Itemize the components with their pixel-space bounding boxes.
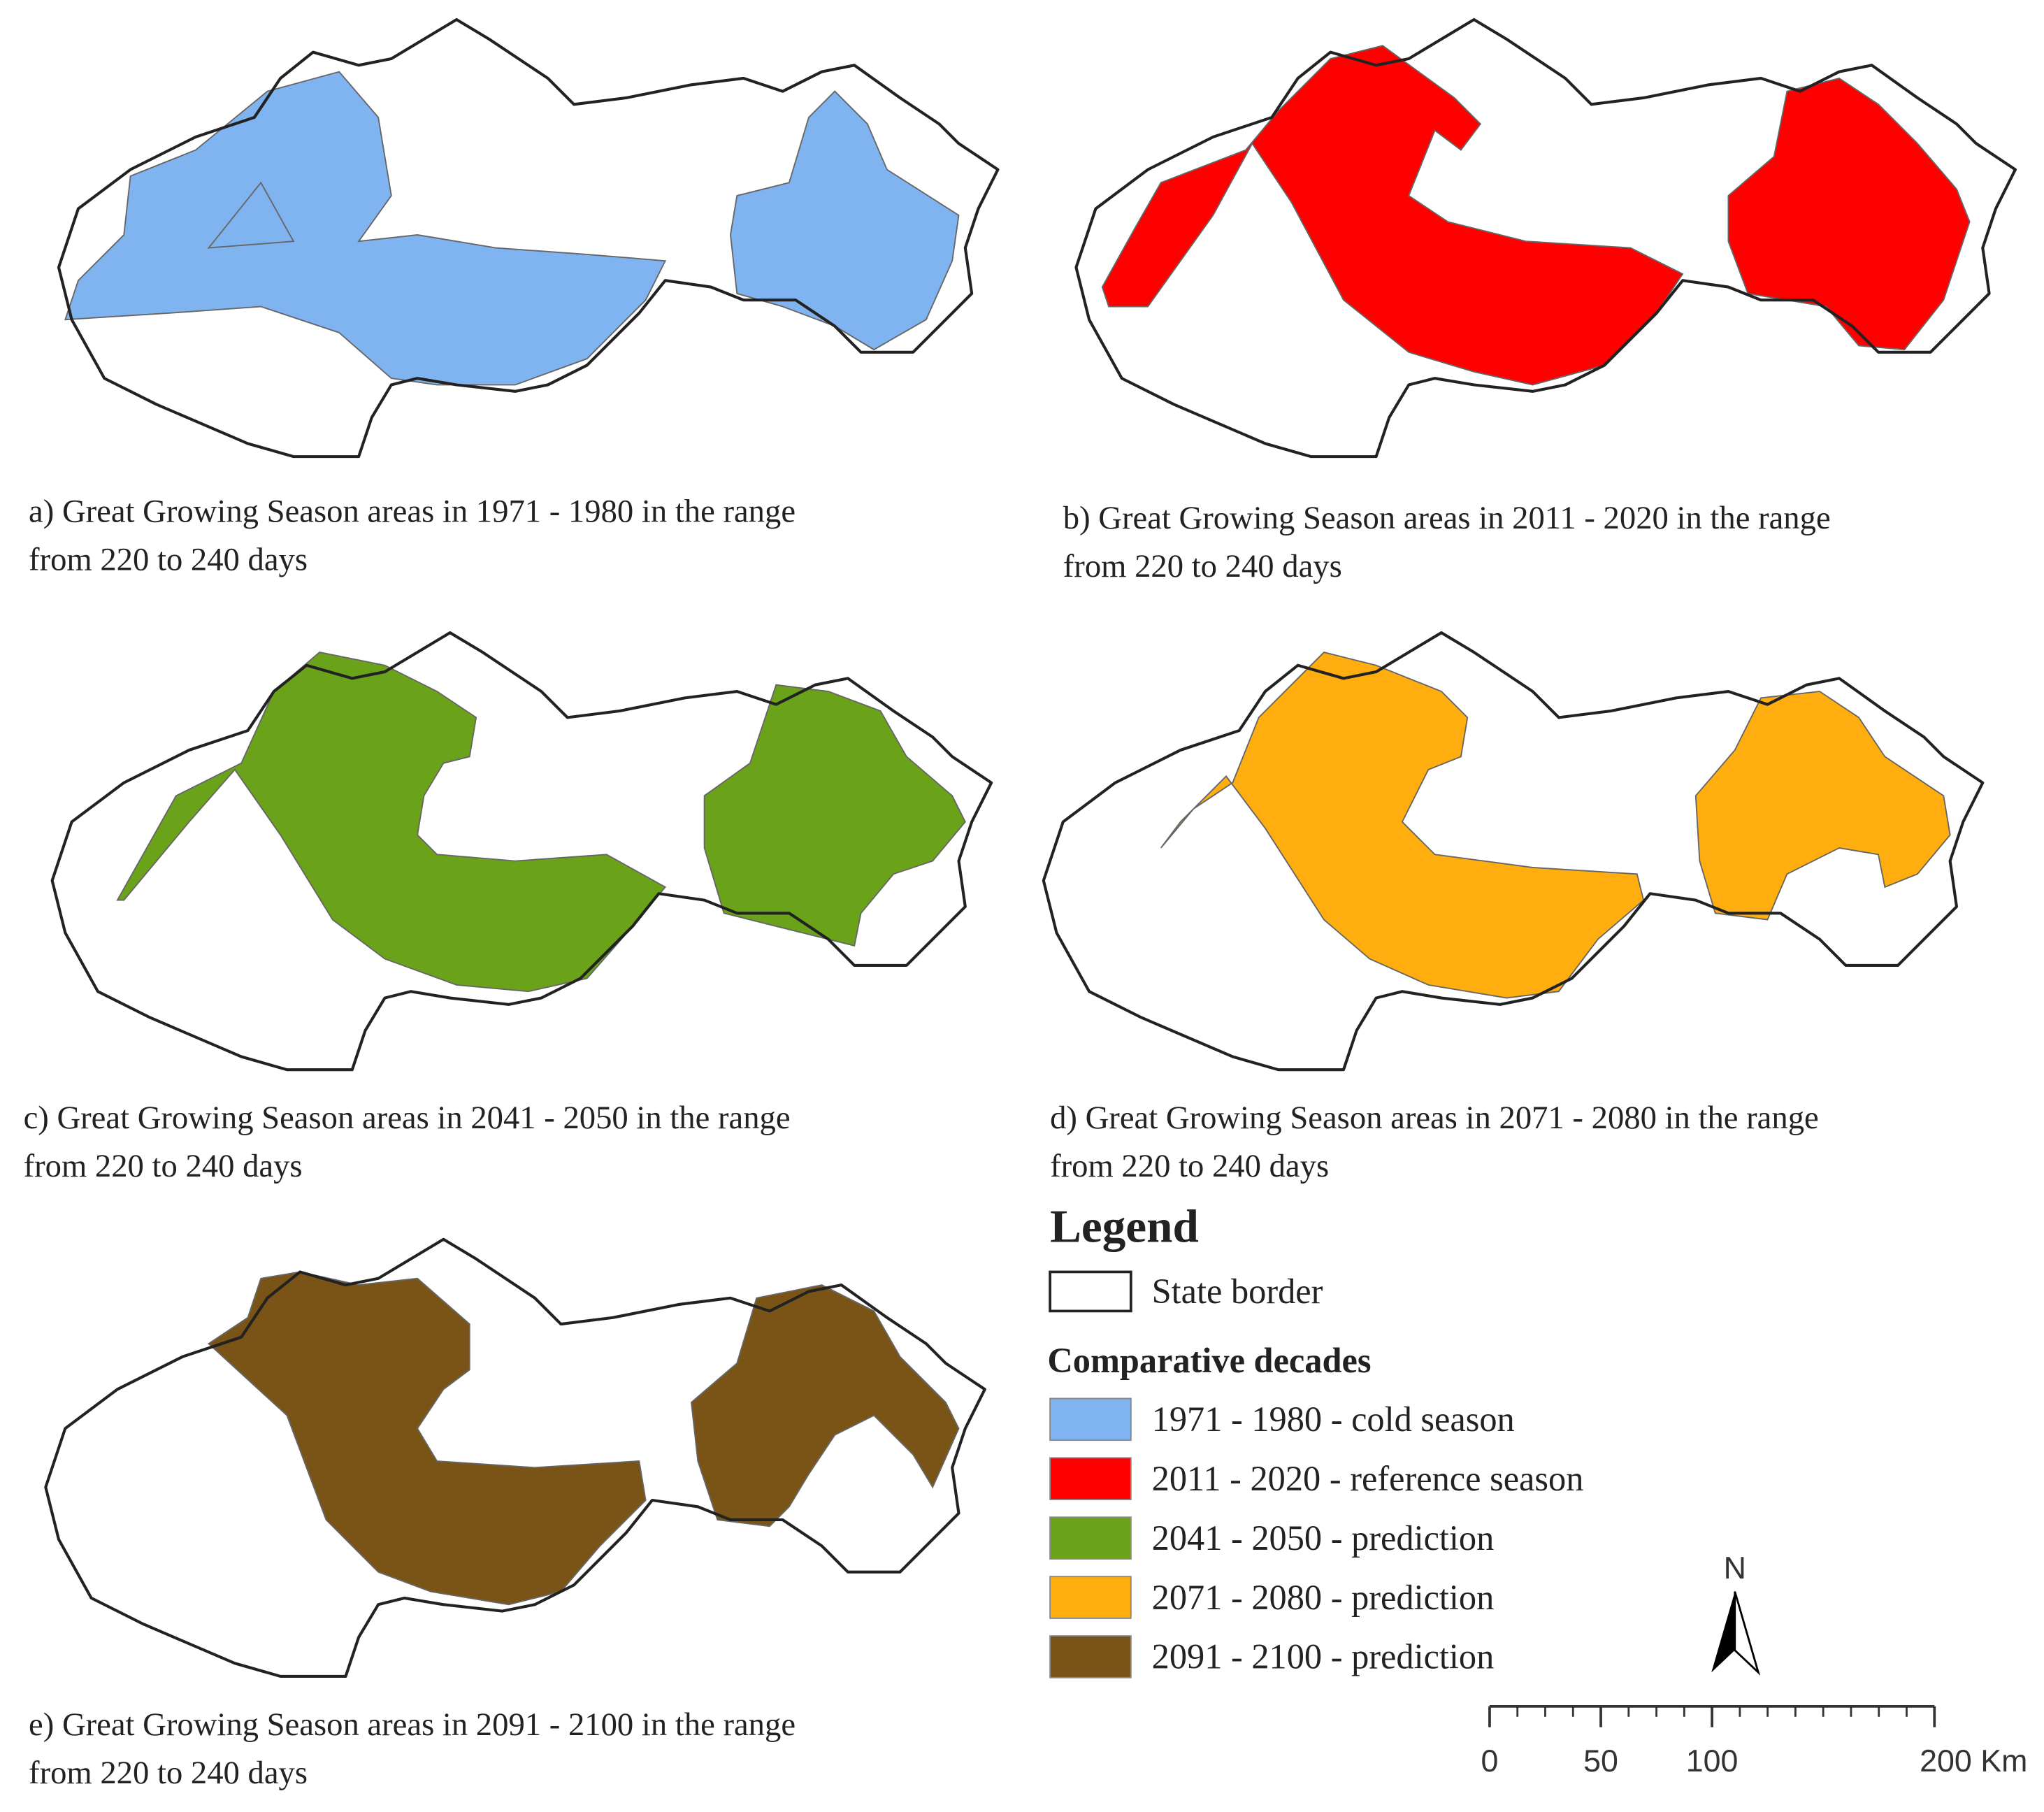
panel-caption: a) Great Growing Season areas in 1971 - …: [29, 493, 796, 529]
border-swatch: [1049, 1270, 1132, 1313]
state-border: [57, 17, 1000, 459]
panel-caption: from 220 to 240 days: [29, 1755, 308, 1791]
season-area: [1160, 652, 1645, 999]
legend-swatch: [1049, 1516, 1132, 1560]
legend-title: Legend: [1050, 1200, 1199, 1253]
state-border: [50, 631, 993, 1072]
panel-caption: from 220 to 240 days: [1050, 1148, 1329, 1184]
legend-swatch: [1049, 1457, 1132, 1501]
season-area: [1694, 691, 1951, 921]
arrow-right: [1734, 1591, 1761, 1676]
legend-label: 2011 - 2020 - reference season: [1152, 1459, 1584, 1498]
scale-label: 50: [1583, 1743, 1618, 1778]
state-border: [44, 1237, 986, 1678]
legend-swatch: [1049, 1635, 1132, 1678]
group-title: Comparative decades: [1047, 1341, 1371, 1380]
panel-caption: e) Great Growing Season areas in 2091 - …: [29, 1706, 796, 1743]
legend-label: 1971 - 1980 - cold season: [1152, 1400, 1515, 1439]
map-panel: [1074, 17, 2017, 459]
season-area: [690, 1284, 960, 1527]
scale-label: 200 Km: [1920, 1743, 2027, 1778]
season-area: [208, 1271, 647, 1606]
legend-label: 2041 - 2050 - prediction: [1152, 1518, 1495, 1558]
panels: a) Great Growing Season areas in 1971 - …: [24, 17, 2017, 1791]
scale-label: 0: [1481, 1743, 1499, 1778]
legend: Legend State border Comparative decades …: [1047, 1200, 1583, 1678]
map-panel: [1042, 631, 1985, 1072]
panel-caption: from 220 to 240 days: [1063, 548, 1342, 584]
state-border: [1042, 631, 1985, 1072]
map-panel: [44, 1237, 986, 1678]
season-area: [64, 71, 667, 386]
season-area: [116, 652, 667, 993]
legend-label: 2091 - 2100 - prediction: [1152, 1637, 1495, 1676]
legend-swatch: [1049, 1397, 1132, 1441]
scale-bar: 0 50 100 200 Km: [1481, 1704, 2027, 1778]
border-label: State border: [1152, 1272, 1323, 1311]
panel-caption: from 220 to 240 days: [29, 541, 308, 577]
panel-caption: c) Great Growing Season areas in 2041 - …: [24, 1100, 791, 1136]
season-area: [730, 90, 960, 351]
scale-label: 100: [1686, 1743, 1739, 1778]
north-label: N: [1724, 1551, 1746, 1586]
season-area: [703, 684, 966, 947]
panel-caption: from 220 to 240 days: [24, 1148, 303, 1184]
map-panel: [57, 17, 1000, 459]
map-panel: [50, 631, 993, 1072]
season-area: [1727, 77, 1971, 351]
panel-caption: d) Great Growing Season areas in 2071 - …: [1050, 1100, 1819, 1136]
legend-swatch: [1049, 1576, 1132, 1619]
legend-label: 2071 - 2080 - prediction: [1152, 1578, 1495, 1617]
state-border: [1074, 17, 2017, 459]
panel-caption: b) Great Growing Season areas in 2011 - …: [1063, 500, 1831, 536]
season-area: [1101, 45, 1684, 386]
